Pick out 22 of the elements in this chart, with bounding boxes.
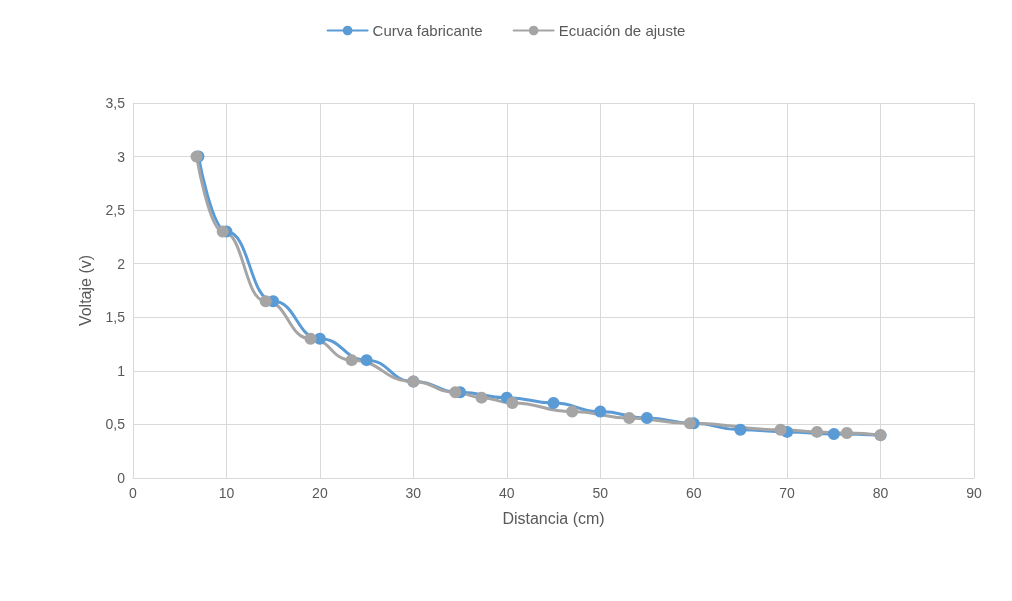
y-tick-label: 2	[117, 255, 126, 272]
y-tick-label: 1,5	[105, 309, 126, 326]
x-tick-label: 20	[312, 485, 328, 501]
legend-label: Curva fabricante	[372, 22, 483, 39]
legend-label: Ecuación de ajuste	[558, 22, 686, 39]
x-tick-label: 50	[592, 485, 609, 501]
x-tick-label: 40	[498, 485, 515, 501]
x-tick-label: 60	[685, 485, 702, 501]
x-tick-label: 0	[129, 485, 138, 501]
y-tick-label: 0,5	[105, 416, 126, 433]
x-axis-title: Distancia (cm)	[502, 509, 605, 527]
x-tick-label: 30	[405, 485, 422, 501]
x-tick-label: 90	[966, 485, 982, 501]
x-tick-label: 10	[218, 485, 235, 501]
y-tick-label: 0	[117, 470, 126, 486]
x-tick-label: 70	[779, 485, 796, 501]
y-tick-label: 1	[117, 362, 126, 379]
y-tick-label: 2,5	[105, 202, 126, 219]
y-axis-title: Voltaje (v)	[76, 254, 94, 327]
y-tick-label: 3,5	[105, 95, 126, 111]
y-tick-label: 3	[117, 148, 126, 165]
x-tick-label: 80	[872, 485, 889, 501]
